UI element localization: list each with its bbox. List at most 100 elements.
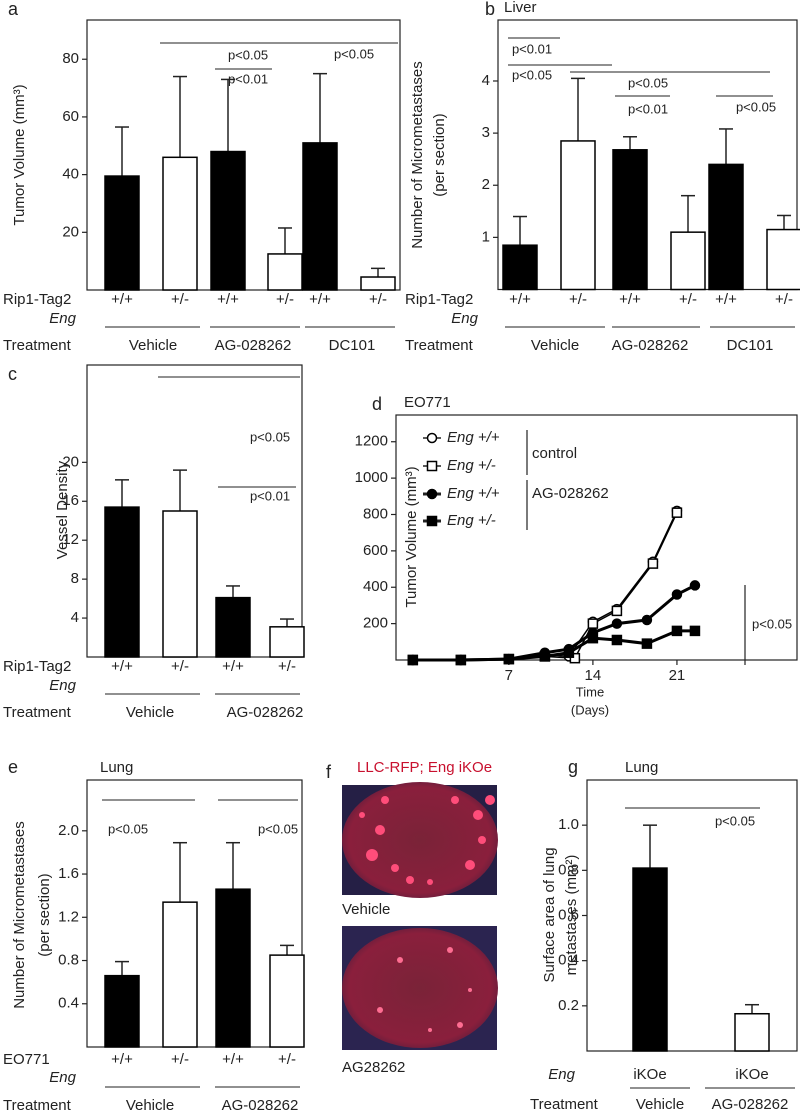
y-tick-label: 0.6 [558, 906, 579, 923]
legend-marker [426, 460, 438, 472]
row-label: Treatment [3, 1097, 72, 1113]
annotation: p<0.05 [334, 46, 374, 61]
marker [503, 653, 515, 665]
annotation: p<0.05 [258, 821, 298, 836]
y-axis-label: Number of Micrometastases [409, 61, 426, 249]
row-label: Treatment [3, 337, 72, 354]
y-tick-label: 1000 [355, 469, 388, 486]
legend-marker [426, 515, 438, 527]
y-tick-label: 16 [62, 492, 79, 509]
row-label: EO771 [3, 1051, 50, 1068]
row-label: Eng [49, 310, 76, 327]
y-tick-label: 0.4 [58, 995, 79, 1012]
annotation: p<0.05 [250, 429, 290, 444]
category-label: +/- [569, 291, 587, 308]
marker [647, 558, 659, 569]
x-axis-label: (Days) [571, 702, 609, 717]
y-axis-label: (per section) [36, 873, 53, 956]
y-tick-label: 800 [363, 505, 388, 522]
y-tick-label: 1.2 [58, 908, 79, 925]
y-axis-label: Tumor Volume (mm³) [403, 466, 420, 607]
category-label: +/- [775, 291, 793, 308]
category-label: +/- [278, 658, 296, 675]
y-tick-label: 12 [62, 531, 79, 548]
y-tick-label: 4 [482, 72, 490, 89]
legend-group: AG-028262 [532, 485, 609, 502]
y-axis-label: Vessel Density [54, 460, 71, 559]
bar [766, 228, 800, 291]
y-tick-label: 2 [482, 176, 490, 193]
category-label: +/+ [217, 291, 239, 308]
legend-marker [426, 488, 438, 500]
y-tick-label: 2.0 [58, 822, 79, 839]
y-tick-label: 1 [482, 228, 490, 245]
y-tick-label: 20 [62, 223, 79, 240]
y-axis-label: metastases (mm²) [563, 855, 580, 976]
annotation: p<0.05 [736, 99, 776, 114]
annotation: p<0.05 [108, 821, 148, 836]
group-label: Vehicle [636, 1096, 684, 1113]
legend-label: Eng +/+ [447, 485, 500, 502]
panel-title: EO771 [404, 394, 451, 411]
x-axis-label: Time [576, 684, 604, 699]
row-label: Eng [49, 677, 76, 694]
row-label: Eng [49, 1069, 76, 1086]
category-label: +/+ [111, 291, 133, 308]
row-label: Rip1-Tag2 [3, 291, 71, 308]
row-label: Treatment [3, 704, 72, 721]
marker [407, 654, 419, 666]
panel-letter: d [372, 394, 382, 414]
y-tick-label: 1.0 [558, 816, 579, 833]
y-tick-label: 8 [71, 570, 79, 587]
group-label: Vehicle [126, 1097, 174, 1113]
marker [689, 580, 701, 591]
marker [587, 632, 599, 644]
category-label: +/+ [619, 291, 641, 308]
y-tick-label: 1.6 [58, 865, 79, 882]
bar [302, 142, 338, 291]
category-label: +/+ [111, 658, 133, 675]
group-label: Vehicle [129, 337, 177, 354]
group-label: AG-028262 [227, 704, 304, 721]
panel-title: LLC-RFP; Eng iKOe [357, 759, 492, 776]
bar [734, 1012, 770, 1052]
y-tick-label: 40 [62, 166, 79, 183]
bar [104, 175, 140, 291]
y-tick-label: 1200 [355, 433, 388, 450]
annotation: p<0.05 [228, 47, 268, 62]
y-tick-label: 0.8 [558, 861, 579, 878]
category-label: iKOe [633, 1066, 666, 1083]
row-label: Eng [451, 310, 478, 327]
plot-frame [395, 414, 798, 661]
bar [670, 231, 706, 291]
y-axis-label: Surface area of lung [541, 847, 558, 982]
y-tick-label: 0.4 [558, 952, 579, 969]
x-tick-label: 14 [585, 667, 602, 684]
category-label: +/- [171, 658, 189, 675]
panel-title: Lung [625, 759, 658, 776]
bar [360, 276, 396, 291]
y-axis-label: Tumor Volume (mm³) [11, 84, 28, 225]
bar [215, 596, 251, 658]
marker [641, 638, 653, 649]
category-label: +/+ [509, 291, 531, 308]
marker [671, 625, 683, 637]
marker [689, 625, 701, 637]
category-label: +/- [276, 291, 294, 308]
marker [539, 651, 551, 662]
bar [632, 867, 668, 1052]
legend-marker [426, 432, 438, 444]
bar [162, 901, 198, 1048]
y-tick-label: 60 [62, 108, 79, 125]
y-tick-label: 80 [62, 50, 79, 67]
y-tick-label: 20 [62, 453, 79, 470]
row-label: Treatment [530, 1096, 599, 1113]
series-line [412, 629, 695, 662]
y-axis-label: (per section) [431, 113, 448, 196]
panel-letter: c [8, 364, 17, 384]
annotation: p<0.01 [228, 71, 268, 86]
image-caption: AG28262 [342, 1059, 405, 1076]
marker [611, 618, 623, 629]
x-tick-label: 7 [505, 667, 513, 684]
